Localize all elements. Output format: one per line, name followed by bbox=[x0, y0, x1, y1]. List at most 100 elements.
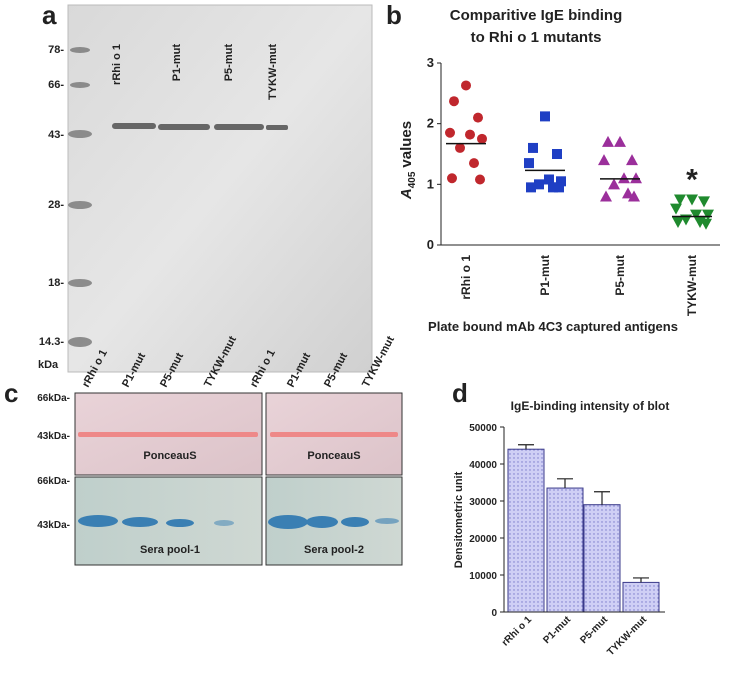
chart-title: IgE-binding intensity of blot bbox=[511, 399, 670, 413]
marker-label: 18- bbox=[48, 277, 64, 289]
point bbox=[445, 127, 455, 138]
point bbox=[449, 96, 459, 107]
bar bbox=[507, 448, 545, 613]
lane-label: TYKW-mut bbox=[267, 44, 279, 100]
y-tick-label: 30000 bbox=[469, 497, 497, 508]
chart-title: to Rhi o 1 mutants bbox=[471, 29, 602, 46]
point bbox=[698, 196, 710, 208]
error-bar bbox=[594, 491, 610, 505]
bar bbox=[546, 487, 584, 613]
lane-label: rRhi o 1 bbox=[111, 44, 123, 85]
panel-label: c bbox=[4, 378, 18, 408]
stain-label: PonceauS bbox=[143, 450, 196, 462]
point bbox=[540, 111, 550, 122]
marker-label: 14.3- bbox=[39, 336, 64, 348]
x-tick-label: P1-mut bbox=[538, 255, 552, 296]
point bbox=[526, 182, 536, 193]
point bbox=[475, 174, 485, 185]
point bbox=[630, 172, 642, 184]
sera-bands bbox=[78, 515, 399, 529]
y-tick-label: 0 bbox=[427, 237, 434, 252]
y-axis-label: Densitometric unit bbox=[453, 471, 465, 568]
point bbox=[600, 190, 612, 202]
stain-label: PonceauS bbox=[307, 450, 360, 462]
bar bbox=[622, 581, 660, 613]
point bbox=[618, 172, 630, 184]
error-bar bbox=[557, 478, 573, 489]
point bbox=[548, 182, 558, 193]
point bbox=[672, 216, 684, 228]
y-tick-label: 3 bbox=[427, 55, 434, 70]
lane-label: P1-mut bbox=[171, 44, 183, 82]
ladder bbox=[68, 47, 92, 347]
sera-label: Sera pool-2 bbox=[304, 544, 364, 556]
point bbox=[473, 112, 483, 123]
point bbox=[608, 178, 620, 190]
x-tick-label: rRhi o 1 bbox=[500, 614, 534, 648]
point bbox=[674, 194, 686, 206]
panel-label: b bbox=[386, 0, 402, 30]
x-tick-label: P5-mut bbox=[578, 614, 610, 646]
point bbox=[477, 133, 487, 144]
y-label-subscript: 405 bbox=[407, 171, 418, 188]
y-tick-label: 50000 bbox=[469, 423, 497, 434]
unit-label: kDa bbox=[38, 359, 59, 371]
point bbox=[602, 135, 614, 147]
point bbox=[598, 154, 610, 166]
point bbox=[556, 176, 566, 187]
y-tick-label: 1 bbox=[427, 176, 434, 191]
point bbox=[544, 174, 554, 185]
point bbox=[700, 218, 712, 230]
y-tick-label: 40000 bbox=[469, 460, 497, 471]
y-label-rest: values bbox=[398, 121, 415, 168]
marker-label: 28- bbox=[48, 199, 64, 211]
gel-bands bbox=[112, 123, 288, 130]
point bbox=[614, 135, 626, 147]
point bbox=[702, 209, 714, 221]
sera-label: Sera pool-1 bbox=[140, 544, 200, 556]
point bbox=[524, 158, 534, 169]
point bbox=[534, 179, 544, 190]
y-tick-label: 20000 bbox=[469, 534, 497, 545]
panel-label: a bbox=[42, 0, 57, 30]
gel-image bbox=[67, 4, 373, 373]
point bbox=[626, 154, 638, 166]
x-tick-label: TYKW-mut bbox=[605, 614, 649, 658]
point bbox=[686, 194, 698, 206]
y-tick-label: 2 bbox=[427, 116, 434, 131]
chart-title: Comparitive IgE binding bbox=[450, 7, 623, 24]
y-axis-label: A405 values bbox=[398, 121, 418, 200]
point bbox=[455, 142, 465, 153]
marker-label: 78- bbox=[48, 44, 64, 56]
x-axis-label: Plate bound mAb 4C3 captured antigens bbox=[428, 319, 678, 334]
x-tick-label: rRhi o 1 bbox=[459, 255, 473, 300]
error-bar bbox=[518, 444, 534, 450]
marker-label: 43kDa- bbox=[37, 520, 70, 531]
ponceau-bands bbox=[78, 432, 398, 437]
marker-label: 66kDa- bbox=[37, 393, 70, 404]
marker-label: 66kDa- bbox=[37, 476, 70, 487]
point bbox=[628, 190, 640, 202]
point bbox=[461, 80, 471, 91]
x-tick-label: P5-mut bbox=[613, 255, 627, 296]
point bbox=[554, 182, 564, 193]
y-label-symbol: A bbox=[398, 188, 415, 200]
point bbox=[447, 173, 457, 184]
x-tick-label: TYKW-mut bbox=[685, 255, 699, 316]
bar bbox=[583, 504, 621, 613]
error-bar bbox=[633, 577, 649, 583]
point bbox=[465, 129, 475, 140]
point bbox=[670, 203, 682, 215]
point bbox=[690, 209, 702, 221]
lane-label: P5-mut bbox=[223, 44, 235, 82]
marker-label: 66- bbox=[48, 79, 64, 91]
panel-label: d bbox=[452, 378, 468, 408]
point bbox=[528, 142, 538, 153]
annotation: * bbox=[686, 164, 698, 197]
y-tick-label: 0 bbox=[491, 608, 497, 619]
point bbox=[552, 149, 562, 159]
point bbox=[622, 187, 634, 199]
y-tick-label: 10000 bbox=[469, 571, 497, 582]
